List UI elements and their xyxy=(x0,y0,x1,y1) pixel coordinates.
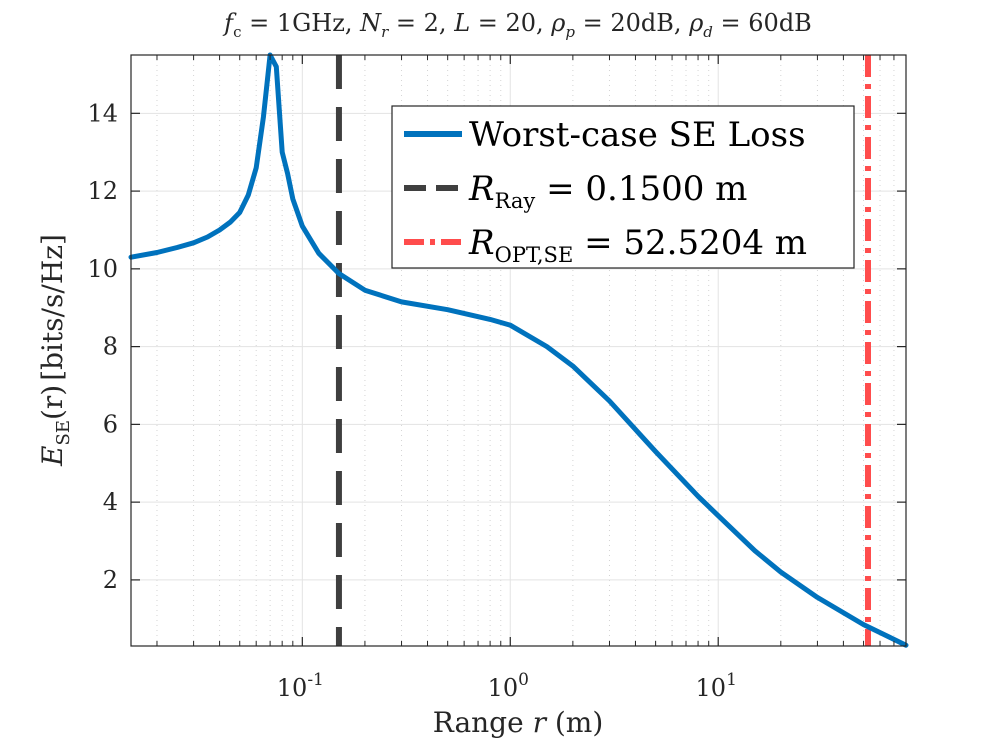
y-tick-label: 12 xyxy=(87,177,118,205)
y-tick-label: 2 xyxy=(103,566,118,594)
y-tick-label: 6 xyxy=(103,410,118,438)
legend-box xyxy=(391,105,855,269)
x-tick-label: 101 xyxy=(696,670,737,702)
series-layer xyxy=(128,52,909,648)
vertical-lines xyxy=(335,55,871,646)
legend-label-rayleigh: RRay = 0.1500 m xyxy=(468,169,747,213)
plot-frame xyxy=(130,54,907,647)
legend-label-se-loss: Worst-case SE Loss xyxy=(469,115,806,155)
x-tick-label: 100 xyxy=(488,670,529,702)
chart-title: fc = 1GHz, Nr = 2, L = 20, ρp = 20dB, ρd… xyxy=(222,9,812,41)
minor-grid xyxy=(156,55,895,646)
y-tick-label: 8 xyxy=(103,333,118,361)
series-line-se-loss xyxy=(128,52,909,648)
y-tick-label: 14 xyxy=(87,99,118,127)
x-tick-label: 10-1 xyxy=(277,670,324,702)
y-tick-label: 4 xyxy=(103,488,118,516)
x-axis-label: Range r (m) xyxy=(433,706,604,739)
y-tick-label: 10 xyxy=(87,255,118,283)
legend-label-opt-se: ROPT,SE = 52.5204 m xyxy=(468,223,807,267)
legend: Worst-case SE Loss RRay = 0.1500 m ROPT,… xyxy=(391,105,855,269)
y-axis-label: ESE(r)[bits/s/Hz] xyxy=(36,234,74,467)
